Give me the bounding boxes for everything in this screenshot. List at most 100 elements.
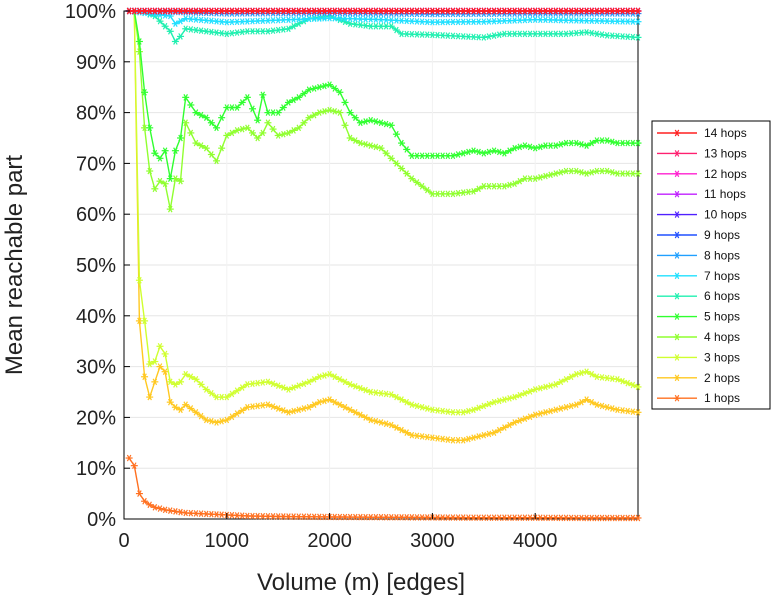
data-point: [336, 375, 344, 383]
legend-entry: 13 hops: [657, 146, 747, 160]
data-point: [629, 408, 637, 416]
data-point: [228, 390, 236, 398]
data-point: [624, 379, 632, 387]
data-point: [367, 416, 375, 424]
legend: 14 hops 13 hops 12 hops 11 hops 10 hops 9 hop…: [651, 120, 771, 410]
data-point: [223, 132, 231, 139]
data-point: [207, 119, 215, 127]
data-point: [228, 129, 236, 137]
data-point: [367, 116, 375, 124]
data-point: [197, 142, 205, 149]
data-point: [315, 83, 323, 91]
data-point: [495, 426, 503, 434]
data-point: [603, 403, 611, 411]
data-point: [547, 382, 555, 389]
data-point: [305, 114, 313, 122]
data-point: [310, 375, 318, 383]
legend-label: 11 hops: [704, 187, 746, 201]
data-point: [259, 129, 267, 137]
data-point: [254, 116, 262, 124]
data-point: [464, 148, 472, 156]
data-point: [207, 417, 215, 425]
data-point: [161, 180, 169, 188]
legend-entry: 4 hops: [657, 330, 740, 344]
data-point: [192, 408, 200, 416]
data-point: [495, 397, 503, 405]
series-2-hops: [125, 7, 642, 444]
data-point: [146, 167, 154, 175]
data-point: [249, 105, 256, 113]
data-point: [475, 185, 483, 193]
series-14-hops: [125, 7, 642, 15]
data-point: [295, 406, 303, 414]
data-point: [673, 292, 681, 300]
data-point: [531, 144, 539, 152]
data-point: [552, 381, 560, 388]
data-point: [331, 107, 339, 115]
data-point: [310, 111, 318, 119]
data-point: [403, 146, 411, 153]
data-point: [269, 125, 277, 133]
data-point: [238, 384, 246, 391]
data-point: [284, 129, 292, 137]
data-point: [403, 429, 411, 436]
data-point: [192, 109, 200, 116]
data-point: [315, 398, 323, 406]
data-point: [223, 393, 231, 401]
data-point: [541, 383, 549, 391]
data-point: [331, 398, 339, 406]
data-point: [326, 81, 334, 88]
data-point: [362, 22, 370, 29]
data-point: [320, 372, 328, 379]
data-point: [207, 151, 215, 158]
data-point: [192, 139, 200, 147]
data-point: [398, 139, 406, 147]
data-point: [351, 137, 359, 144]
data-point: [464, 407, 472, 415]
data-point: [418, 433, 426, 440]
data-point: [634, 7, 642, 15]
data-point: [141, 497, 149, 505]
data-point: [362, 118, 370, 125]
data-point: [171, 38, 179, 45]
data-point: [673, 190, 681, 198]
data-point: [459, 149, 467, 157]
data-point: [423, 405, 431, 412]
data-point: [290, 384, 298, 391]
data-point: [387, 154, 395, 162]
data-point: [290, 407, 298, 415]
data-point: [608, 138, 616, 146]
data-point: [171, 381, 179, 388]
data-point: [213, 419, 221, 426]
data-point: [588, 168, 596, 176]
y-tick-label: 40%: [76, 306, 116, 328]
data-point: [495, 31, 503, 39]
data-point: [398, 165, 406, 172]
data-point: [588, 398, 596, 406]
data-point: [608, 168, 616, 176]
data-point: [500, 182, 508, 190]
data-point: [135, 276, 143, 284]
data-point: [351, 114, 359, 122]
data-point: [634, 383, 642, 391]
data-point: [356, 21, 364, 29]
data-point: [146, 124, 154, 132]
legend-entry: 5 hops: [657, 310, 740, 324]
data-point: [444, 408, 452, 416]
data-point: [177, 134, 185, 142]
data-point: [326, 106, 334, 114]
data-point: [315, 109, 323, 116]
data-point: [459, 408, 467, 416]
data-point: [269, 403, 277, 410]
data-point: [434, 435, 442, 442]
legend-label: 2 hops: [704, 371, 740, 385]
data-point: [151, 503, 159, 511]
data-point: [536, 174, 544, 181]
data-point: [490, 147, 498, 155]
data-point: [673, 354, 681, 361]
data-point: [156, 17, 164, 25]
data-point: [480, 402, 488, 410]
x-tick-label: 2000: [307, 530, 352, 552]
